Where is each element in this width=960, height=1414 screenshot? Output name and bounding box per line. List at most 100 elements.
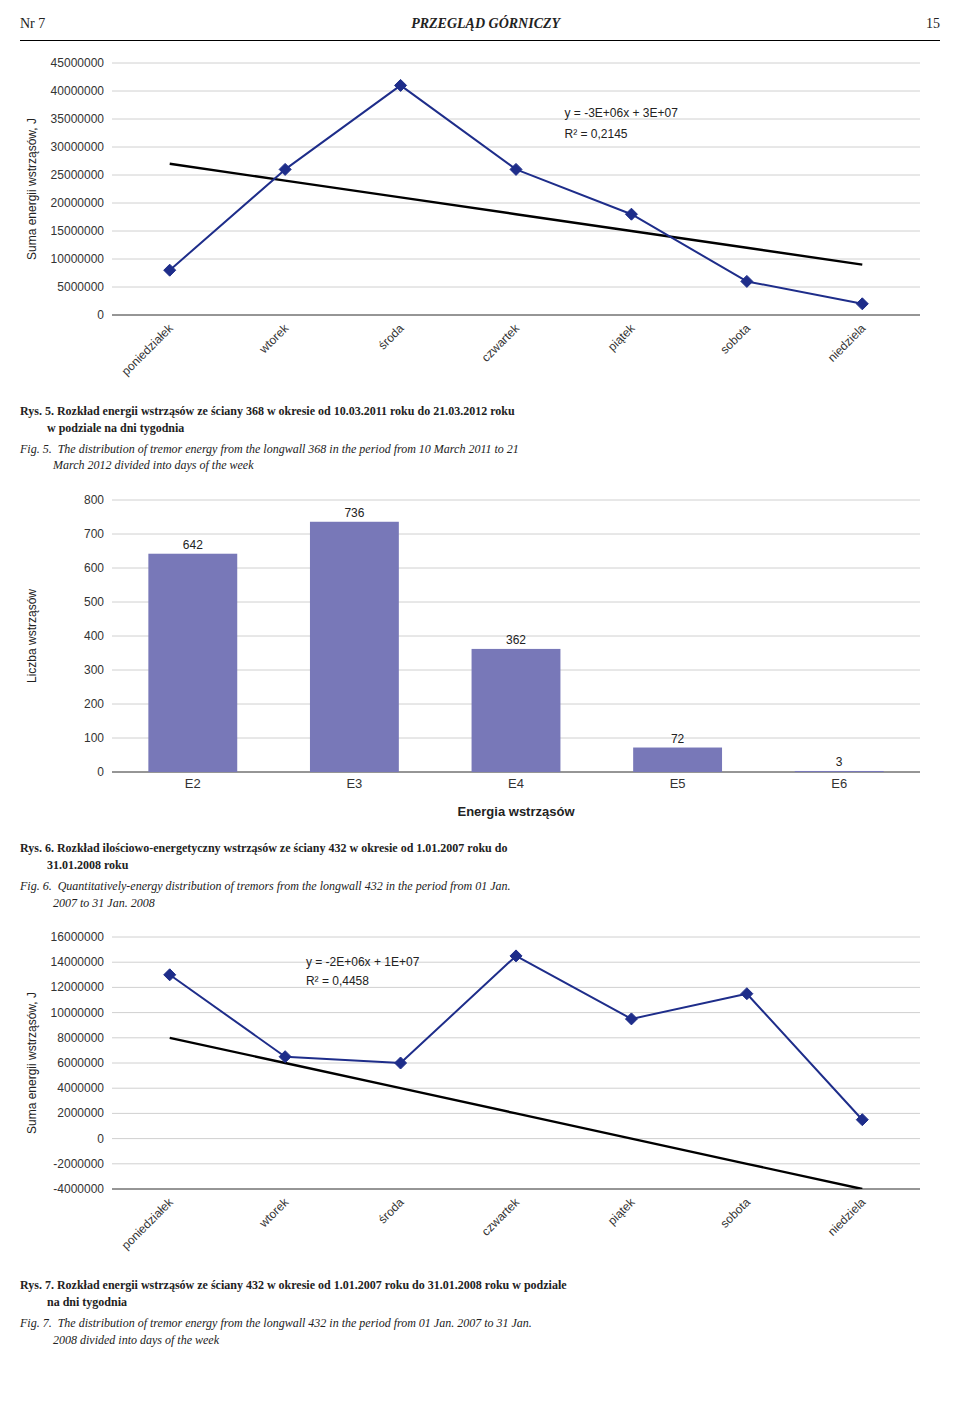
y-tick-label: 15000000	[51, 224, 105, 238]
grid-line	[112, 203, 920, 204]
annotation: R² = 0,4458	[306, 974, 369, 988]
x-axis-label: Energia wstrząsów	[457, 804, 575, 819]
y-tick-label: 40000000	[51, 84, 105, 98]
bar	[633, 748, 722, 772]
bar	[148, 554, 237, 772]
annotation: R² = 0,2145	[564, 127, 627, 141]
bar	[472, 649, 561, 772]
x-tick-label: E6	[831, 776, 847, 791]
marker	[741, 275, 753, 287]
y-axis: -4000000-2000000020000004000000600000080…	[51, 930, 920, 1196]
x-axis: E2E3E4E5E6	[185, 776, 847, 791]
x-tick-label: piątek	[605, 1195, 638, 1228]
grid-line	[112, 1012, 920, 1013]
y-tick-label: 5000000	[57, 280, 104, 294]
marker	[856, 298, 868, 310]
y-tick-label: 600	[84, 561, 104, 575]
y-tick-label: 10000000	[51, 252, 105, 266]
x-tick-label: E4	[508, 776, 524, 791]
marker	[856, 1114, 868, 1126]
x-axis-line	[112, 315, 920, 316]
y-tick-label: -2000000	[53, 1157, 104, 1171]
x-tick-label: czwartek	[479, 1195, 523, 1239]
y-tick-label: 25000000	[51, 168, 105, 182]
header-right: 15	[926, 16, 940, 32]
marker	[395, 1057, 407, 1069]
data-label: 736	[344, 506, 364, 520]
x-tick-label: niedziela	[825, 1195, 869, 1239]
caption-text: Rys. 7. Rozkład energii wstrząsów ze ści…	[20, 1277, 940, 1311]
grid-line	[112, 987, 920, 988]
annotation: y = -2E+06x + 1E+07	[306, 956, 420, 970]
caption-text: Fig. 6. Quantitatively-energy distributi…	[20, 878, 940, 912]
caption-text: Rys. 5. Rozkład energii wstrząsów ze ści…	[20, 403, 940, 437]
grid-line	[112, 287, 920, 288]
grid-line	[112, 1164, 920, 1165]
grid-line	[112, 315, 920, 316]
x-tick-label: E5	[670, 776, 686, 791]
y-tick-label: 100	[84, 731, 104, 745]
x-axis-line	[112, 1189, 920, 1190]
marker	[279, 163, 291, 175]
x-tick-label: sobota	[718, 1195, 754, 1231]
grid-line	[112, 500, 920, 501]
y-tick-label: 400	[84, 629, 104, 643]
marker	[625, 1013, 637, 1025]
x-tick-label: E3	[346, 776, 362, 791]
y-tick-label: 800	[84, 493, 104, 507]
header: Nr 7PRZEGLĄD GÓRNICZY15	[20, 8, 940, 41]
header-left: Nr 7	[20, 16, 45, 32]
x-tick-label: czwartek	[479, 321, 523, 365]
y-axis-label: Suma energii wstrząsów, J	[25, 118, 39, 260]
x-tick-label: wtorek	[256, 321, 292, 357]
data-label: 3	[836, 755, 843, 769]
caption: Rys. 7. Rozkład energii wstrząsów ze ści…	[20, 1277, 940, 1348]
y-tick-label: 14000000	[51, 956, 105, 970]
y-axis: 0100200300400500600700800	[84, 493, 920, 779]
series-line	[170, 956, 863, 1120]
caption-text: Fig. 5. The distribution of tremor energ…	[20, 441, 940, 475]
grid-line	[112, 534, 920, 535]
series-line	[170, 85, 863, 303]
marker	[741, 988, 753, 1000]
marker	[625, 208, 637, 220]
x-tick-label: poniedziałek	[119, 1195, 177, 1253]
x-tick-label: piątek	[605, 321, 638, 354]
y-tick-label: 45000000	[51, 56, 105, 70]
plot-area	[164, 79, 869, 309]
data-label: 642	[183, 538, 203, 552]
x-tick-label: poniedziałek	[119, 321, 177, 379]
grid-line	[112, 147, 920, 148]
chart: 0500000010000000150000002000000025000000…	[20, 47, 940, 397]
y-tick-label: 300	[84, 663, 104, 677]
grid-line	[112, 1138, 920, 1139]
caption-text: Rys. 6. Rozkład ilościowo-energetyczny w…	[20, 840, 940, 874]
x-axis: poniedziałek wtorek środa czwartek piątek sob…	[119, 1195, 869, 1253]
marker	[164, 264, 176, 276]
grid-line	[112, 1063, 920, 1064]
y-tick-label: 16000000	[51, 930, 105, 944]
plot-area	[164, 950, 869, 1189]
bar	[310, 522, 399, 772]
grid-line	[112, 91, 920, 92]
grid-line	[112, 63, 920, 64]
x-tick-label: wtorek	[256, 1195, 292, 1231]
page: Nr 7PRZEGLĄD GÓRNICZY15 0 5000000 10000000 1…	[0, 0, 960, 1349]
x-tick-label: środa	[376, 1195, 407, 1226]
y-tick-label: 2000000	[57, 1107, 104, 1121]
y-tick-label: 0	[97, 765, 104, 779]
marker	[164, 969, 176, 981]
grid-line	[112, 119, 920, 120]
y-tick-label: 10000000	[51, 1006, 105, 1020]
caption: Rys. 5. Rozkład energii wstrząsów ze ści…	[20, 403, 940, 474]
y-tick-label: 200	[84, 697, 104, 711]
x-tick-label: środa	[376, 321, 407, 352]
grid-line	[112, 1088, 920, 1089]
plot-area	[148, 522, 883, 772]
y-tick-label: 4000000	[57, 1082, 104, 1096]
chart: -4000000-2000000020000004000000600000080…	[20, 921, 940, 1271]
marker	[510, 163, 522, 175]
y-axis: 0500000010000000150000002000000025000000…	[51, 56, 920, 322]
data-label: 362	[506, 633, 526, 647]
y-axis-label: Suma energii wstrząsów, J	[25, 992, 39, 1134]
